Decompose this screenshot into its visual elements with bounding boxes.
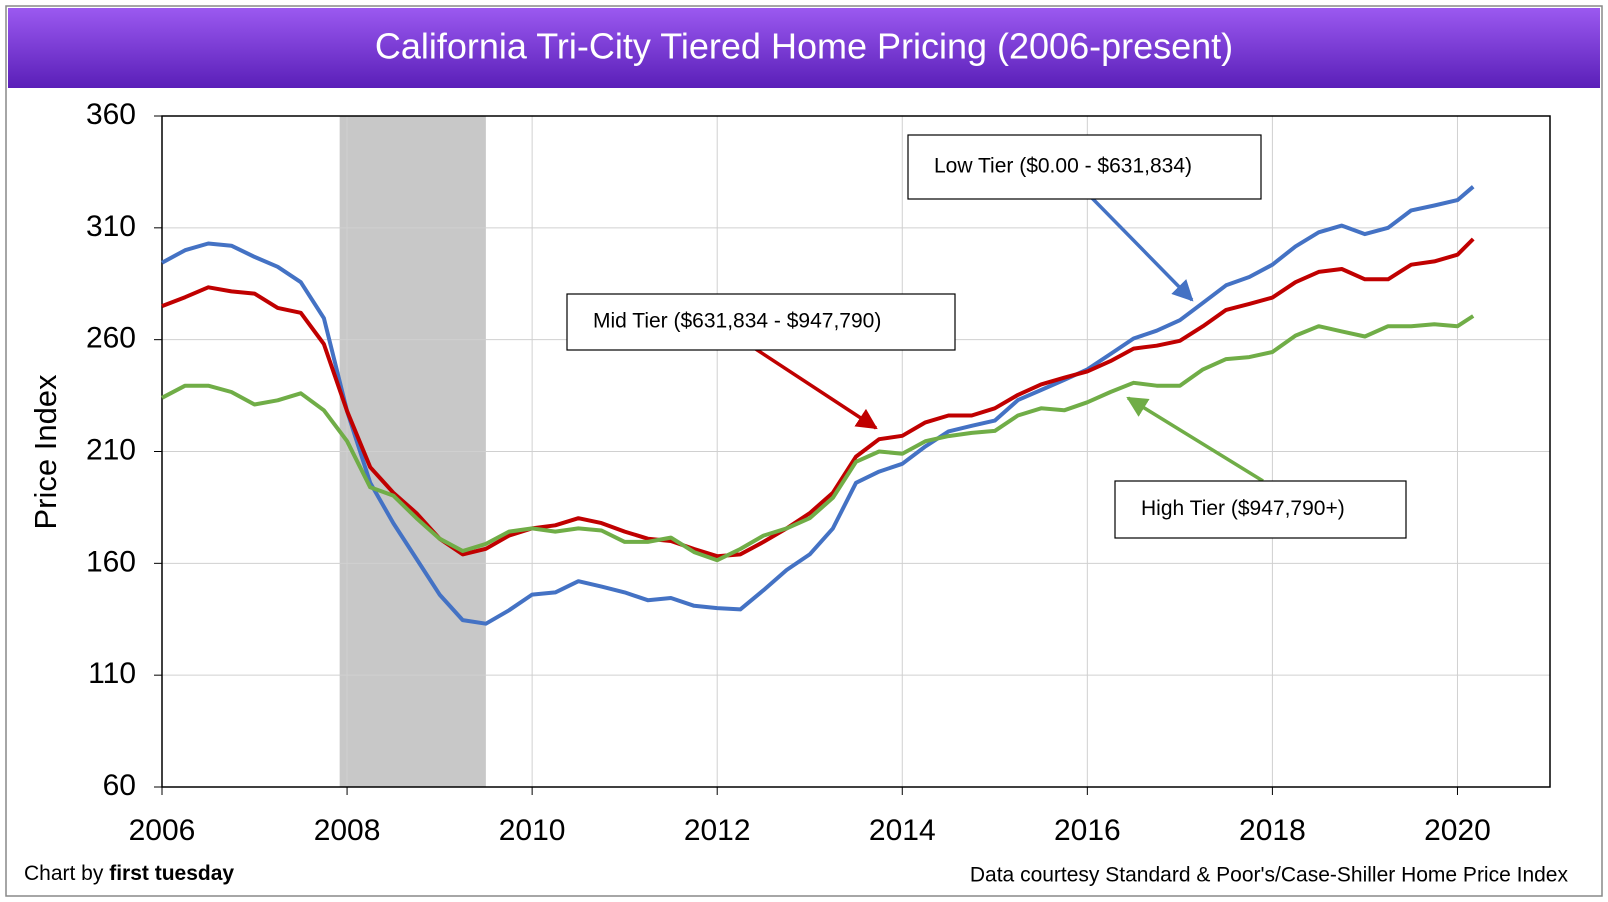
x-tick-label: 2020	[1424, 814, 1491, 847]
legend-label: Mid Tier ($631,834 - $947,790)	[593, 310, 881, 333]
annotation-arrow	[1088, 194, 1194, 302]
x-tick-label: 2012	[684, 814, 751, 847]
series-line	[161, 185, 1475, 626]
series-line	[161, 237, 1475, 559]
y-tick-label: 310	[86, 210, 136, 243]
y-tick-label: 210	[86, 433, 136, 466]
credit-name: first tuesday	[109, 862, 234, 885]
annotation-arrow	[744, 340, 878, 430]
source-note: Data courtesy Standard & Poor's/Case-Shi…	[970, 864, 1569, 887]
legend-label: High Tier ($947,790+)	[1141, 497, 1345, 520]
legend-box	[566, 293, 956, 351]
x-tick-label: 2006	[129, 814, 196, 847]
series-line	[161, 314, 1475, 563]
y-axis-label: Price Index	[28, 374, 63, 530]
y-tick-label: 260	[86, 322, 136, 355]
legend-box	[907, 134, 1262, 200]
plot-frame	[161, 115, 1551, 788]
x-tick-label: 2018	[1239, 814, 1306, 847]
y-tick-label: 360	[86, 98, 136, 131]
x-tick-label: 2016	[1054, 814, 1121, 847]
title-bar	[8, 8, 1600, 88]
y-tick-label: 110	[88, 657, 136, 690]
chart-title: California Tri-City Tiered Home Pricing …	[375, 26, 1233, 67]
x-tick-label: 2014	[869, 814, 936, 847]
legend-box	[1114, 480, 1407, 539]
legend-label: Low Tier ($0.00 - $631,834)	[934, 155, 1192, 178]
x-tick-label: 2008	[314, 814, 381, 847]
y-tick-label: 160	[86, 545, 136, 578]
y-tick-label: 60	[103, 769, 136, 802]
x-tick-label: 2010	[499, 814, 566, 847]
annotation-arrow	[1126, 396, 1264, 483]
credit-prefix: Chart by	[24, 862, 104, 885]
credit: Chart by first tuesday	[24, 862, 234, 885]
